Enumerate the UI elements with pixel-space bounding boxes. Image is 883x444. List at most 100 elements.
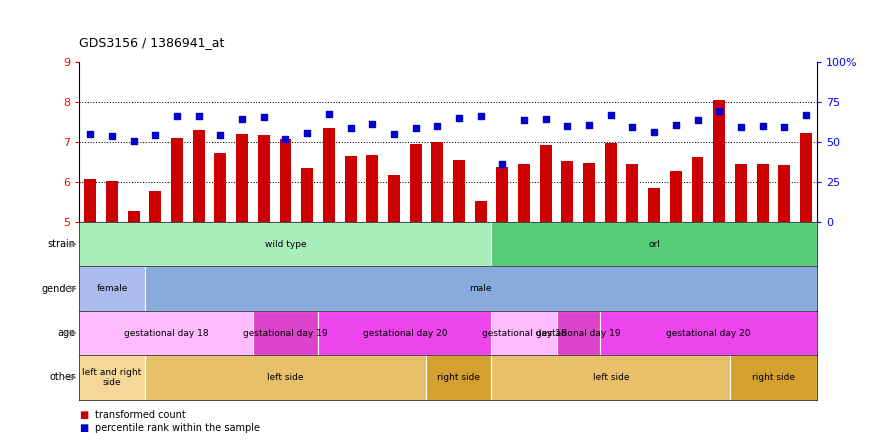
Bar xyxy=(426,355,492,400)
Text: percentile rank within the sample: percentile rank within the sample xyxy=(95,424,260,433)
Bar xyxy=(713,100,725,222)
Point xyxy=(343,125,358,132)
Bar xyxy=(800,133,811,222)
Bar xyxy=(280,139,291,222)
Text: female: female xyxy=(96,284,128,293)
Bar xyxy=(691,157,704,222)
Text: other: other xyxy=(49,373,76,382)
Point xyxy=(582,122,596,129)
Text: right side: right side xyxy=(437,373,480,382)
Point xyxy=(235,115,249,123)
Text: orl: orl xyxy=(648,240,660,249)
Bar xyxy=(735,164,747,222)
Bar xyxy=(253,311,318,355)
Point xyxy=(517,117,531,124)
Bar xyxy=(236,134,248,222)
Bar xyxy=(757,164,768,222)
Text: left side: left side xyxy=(592,373,629,382)
Point xyxy=(691,117,705,124)
Bar xyxy=(323,128,335,222)
Bar xyxy=(492,355,730,400)
Bar xyxy=(605,143,616,222)
Bar xyxy=(492,222,817,266)
Text: male: male xyxy=(470,284,492,293)
Bar xyxy=(366,155,378,222)
Point xyxy=(647,129,661,136)
Bar xyxy=(556,311,600,355)
Point xyxy=(170,113,185,120)
Bar xyxy=(79,355,145,400)
Text: gestational day 18: gestational day 18 xyxy=(482,329,566,337)
Point xyxy=(192,113,206,120)
Text: ■: ■ xyxy=(79,424,88,433)
Bar xyxy=(171,138,183,222)
Point xyxy=(539,115,553,123)
Point xyxy=(366,121,380,128)
Point xyxy=(300,130,314,137)
Point xyxy=(430,123,444,130)
Point xyxy=(799,111,813,119)
Bar xyxy=(128,211,140,222)
Bar xyxy=(492,311,556,355)
Bar xyxy=(79,311,253,355)
Bar xyxy=(648,188,660,222)
Point xyxy=(561,123,575,130)
Text: gestational day 19: gestational day 19 xyxy=(536,329,621,337)
Text: left and right
side: left and right side xyxy=(82,368,141,387)
Point xyxy=(734,123,748,131)
Point xyxy=(604,111,618,119)
Point xyxy=(712,107,726,115)
Point xyxy=(777,123,791,131)
Bar xyxy=(475,201,487,222)
Bar xyxy=(453,160,465,222)
Text: strain: strain xyxy=(48,239,76,249)
Bar xyxy=(496,167,509,222)
Point xyxy=(668,122,683,129)
Text: gestational day 20: gestational day 20 xyxy=(666,329,751,337)
Point xyxy=(409,125,423,132)
Bar xyxy=(215,153,226,222)
Bar xyxy=(85,179,96,222)
Text: gestational day 18: gestational day 18 xyxy=(124,329,208,337)
Text: age: age xyxy=(57,328,76,338)
Point xyxy=(625,123,639,131)
Text: gestational day 20: gestational day 20 xyxy=(363,329,447,337)
Point xyxy=(756,123,770,130)
Bar xyxy=(600,311,817,355)
Point xyxy=(126,137,140,144)
Text: transformed count: transformed count xyxy=(95,410,186,420)
Point xyxy=(473,113,487,120)
Point xyxy=(321,111,336,118)
Point xyxy=(83,131,97,138)
Text: left side: left side xyxy=(268,373,304,382)
Point xyxy=(105,133,119,140)
Bar xyxy=(518,164,530,222)
Bar xyxy=(562,161,573,222)
Point xyxy=(387,131,401,138)
Bar xyxy=(192,130,205,222)
Point xyxy=(257,114,271,121)
Text: ■: ■ xyxy=(79,410,88,420)
Bar xyxy=(301,168,313,222)
Bar xyxy=(79,266,145,311)
Bar xyxy=(258,135,270,222)
Bar xyxy=(318,311,492,355)
Bar xyxy=(670,171,682,222)
Bar xyxy=(149,191,162,222)
Text: right side: right side xyxy=(752,373,795,382)
Text: GDS3156 / 1386941_at: GDS3156 / 1386941_at xyxy=(79,36,225,49)
Bar xyxy=(431,142,443,222)
Point xyxy=(148,132,162,139)
Bar xyxy=(583,163,595,222)
Bar xyxy=(540,145,552,222)
Bar xyxy=(410,144,421,222)
Point xyxy=(214,131,228,139)
Bar xyxy=(145,355,426,400)
Point xyxy=(278,135,292,143)
Bar xyxy=(730,355,817,400)
Bar xyxy=(626,164,638,222)
Bar xyxy=(79,222,492,266)
Text: gender: gender xyxy=(42,284,76,293)
Bar xyxy=(388,175,400,222)
Point xyxy=(495,161,509,168)
